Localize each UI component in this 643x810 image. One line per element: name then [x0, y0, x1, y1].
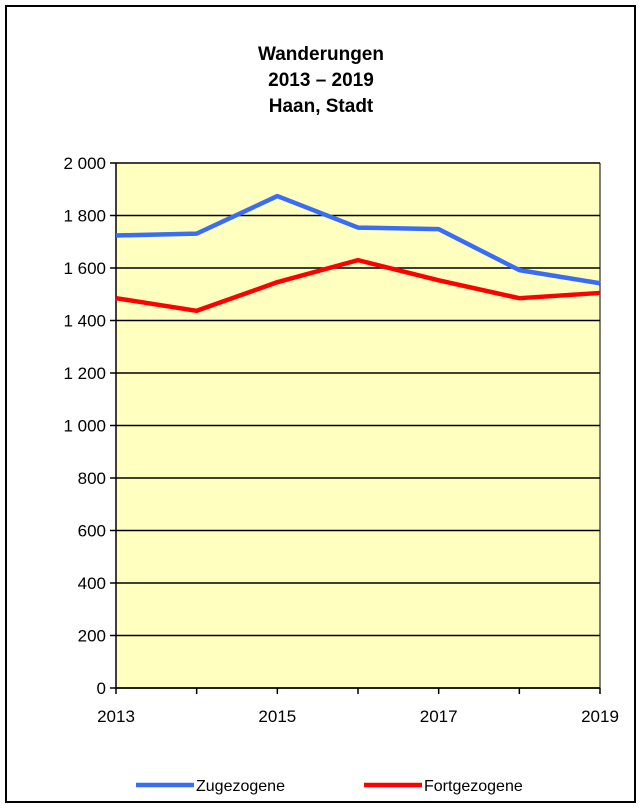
- series-lines: [115, 193, 601, 314]
- x-tick-label: 2017: [420, 707, 458, 726]
- y-tick-label: 1 000: [63, 417, 106, 436]
- legend-label-fortgezogene: Fortgezogene: [424, 778, 523, 795]
- x-tick-label: 2019: [581, 707, 619, 726]
- y-tick-label: 1 200: [63, 364, 106, 383]
- y-tick-label: 1 400: [63, 312, 106, 331]
- y-tick-label: 200: [78, 627, 106, 646]
- y-tick-label: 1 600: [63, 259, 106, 278]
- title-line-1: Wanderungen: [258, 44, 384, 65]
- x-tick-label: 2015: [258, 707, 296, 726]
- series-line-zugezogene: [115, 193, 601, 286]
- legend: Zugezogene Fortgezogene: [136, 778, 523, 795]
- y-tick-label: 800: [78, 469, 106, 488]
- chart-title: Wanderungen 2013 – 2019 Haan, Stadt: [258, 44, 384, 117]
- y-tick-label: 2 000: [63, 154, 106, 173]
- y-tick-label: 0: [97, 679, 106, 698]
- series-line-fortgezogene: [115, 257, 601, 314]
- y-tick-label: 400: [78, 574, 106, 593]
- title-line-2: 2013 – 2019: [268, 70, 374, 91]
- x-tick-label: 2013: [97, 707, 135, 726]
- x-axis-ticks: 2013 2015 2017 2019: [97, 688, 619, 726]
- y-tick-label: 1 800: [63, 207, 106, 226]
- y-tick-label: 600: [78, 522, 106, 541]
- legend-label-zugezogene: Zugezogene: [196, 778, 285, 795]
- title-line-3: Haan, Stadt: [269, 96, 374, 117]
- y-axis-ticks: 0 200 400 600 800 1 000 1 200 1 400 1 600 1 800 2 …: [63, 154, 116, 698]
